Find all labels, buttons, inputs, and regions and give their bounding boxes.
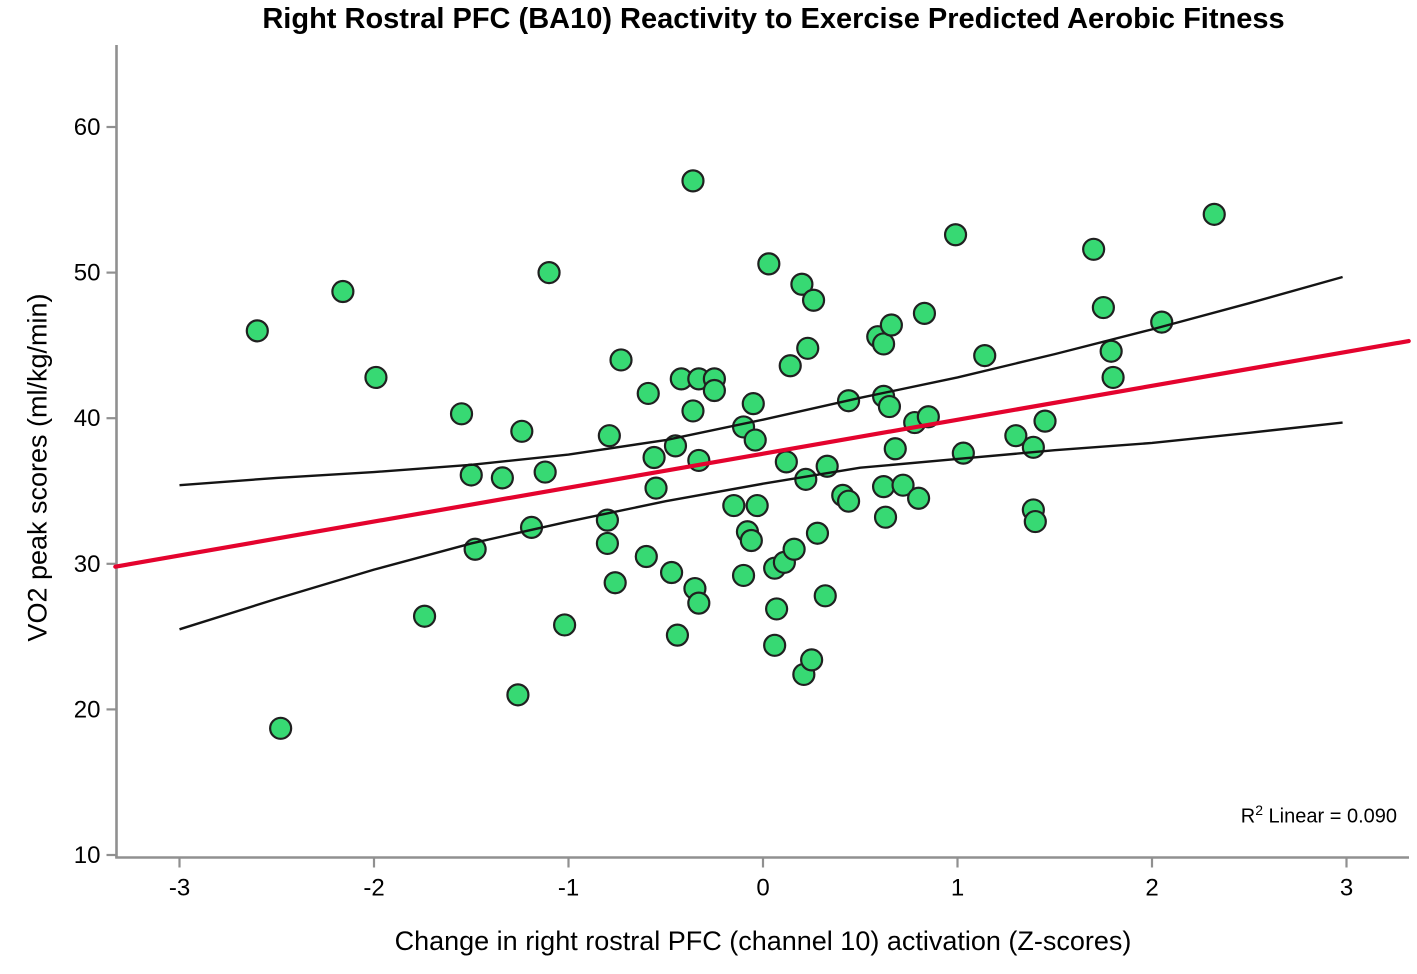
data-point [510,419,534,443]
data-point [790,272,814,296]
data-point [879,313,903,337]
data-point [943,223,968,247]
data-point [702,378,726,403]
data-point [1099,339,1123,363]
data-point [1202,202,1226,226]
y-tick-label: 30 [74,551,101,578]
data-point [1082,237,1106,261]
data-point [533,460,557,484]
data-point [636,381,660,406]
data-point [757,252,781,276]
data-point [722,493,746,518]
data-point [891,473,915,497]
data-point [603,571,627,595]
y-axis-title: VO2 peak scores (ml/kg/min) [22,293,53,642]
x-tick-label: -3 [169,875,190,902]
x-tick-label: 3 [1340,875,1353,902]
data-point [800,648,824,672]
data-point [687,591,711,615]
data-point [745,493,769,518]
y-tick-label: 20 [74,696,101,723]
x-axis-title: Change in right rostral PFC (channel 10)… [394,926,1132,956]
data-point [906,486,931,510]
data-point [364,365,388,390]
x-tick-label: -2 [363,875,384,902]
data-point [412,604,437,628]
data-point [794,467,818,491]
data-point [782,537,806,561]
data-point [883,437,907,461]
data-point [553,613,577,637]
data-point [774,450,798,474]
data-point [763,633,787,657]
y-tick-label: 50 [74,260,101,287]
data-point [951,441,975,465]
r-squared-base: R [1240,805,1256,828]
data-point [1101,365,1125,390]
regression-line [113,338,1411,569]
data-point [731,563,756,588]
data-point [973,343,997,368]
data-point [597,424,621,448]
x-tick-label: 2 [1145,875,1158,902]
data-point [663,434,688,458]
data-point [739,528,763,553]
data-point [836,489,861,513]
r-squared-superscript: 2 [1255,802,1263,818]
data-point [813,584,837,608]
data-point [537,261,561,285]
data-point [1021,435,1045,459]
r-squared-value-text: Linear = 0.090 [1263,805,1397,828]
data-point [449,402,474,426]
data-point [595,531,620,556]
data-point [805,521,830,545]
data-point [877,394,902,419]
data-point [459,463,483,487]
y-tick-label: 60 [74,114,101,141]
data-point [741,392,765,416]
x-tick-label: -1 [558,875,579,902]
data-point [642,445,666,470]
data-point [801,288,826,312]
data-point [490,466,514,490]
ci-upper-line [179,275,1343,487]
data-point [1091,295,1115,320]
data-point [743,428,767,452]
data-point [1033,409,1057,433]
data-point [331,279,355,304]
x-tick-label: 0 [756,875,769,902]
data-point [1023,509,1047,534]
data-point [778,354,802,378]
data-point [873,505,898,529]
data-point [609,348,633,372]
data-point [634,544,658,569]
data-point [912,301,937,325]
data-point [665,623,690,647]
r-squared-annotation: R2 Linear = 0.090 [1241,802,1397,829]
y-tick-label: 10 [74,842,101,869]
data-point [681,399,705,423]
data-point [681,169,705,193]
ci-lower-line [179,421,1343,631]
data-point [245,319,269,343]
data-point [644,476,668,500]
x-tick-label: 1 [951,875,964,902]
data-point [796,336,820,360]
data-point [269,716,293,740]
data-point [659,560,684,585]
data-point [506,683,530,707]
chart-title: Right Rostral PFC (BA10) Reactivity to E… [262,3,1285,35]
y-tick-label: 40 [74,405,101,432]
data-point [765,597,789,621]
data-point [871,475,896,499]
data-point [1004,424,1028,448]
